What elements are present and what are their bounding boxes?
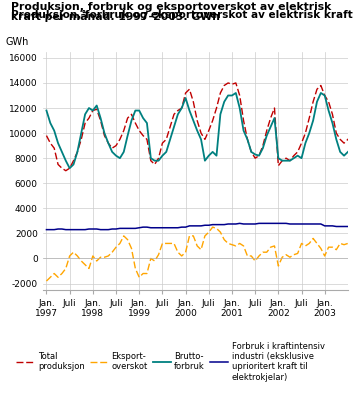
Text: Produksjon, forbruk og eksportoverskot av elektrisk: Produksjon, forbruk og eksportoverskot a… [11, 2, 331, 12]
Legend: Total
produksjon, Eksport-
overskot, Brutto-
forbruk, Forbruk i kraftintensiv
in: Total produksjon, Eksport- overskot, Bru… [16, 341, 325, 382]
Text: kraft per månad. 1997-2003. GWh: kraft per månad. 1997-2003. GWh [11, 10, 220, 22]
Text: Produksjon, forbruk og eksportoverskot av elektrisk kraft per månad. 1997-2003. : Produksjon, forbruk og eksportoverskot a… [11, 8, 355, 20]
Text: GWh: GWh [6, 37, 29, 47]
